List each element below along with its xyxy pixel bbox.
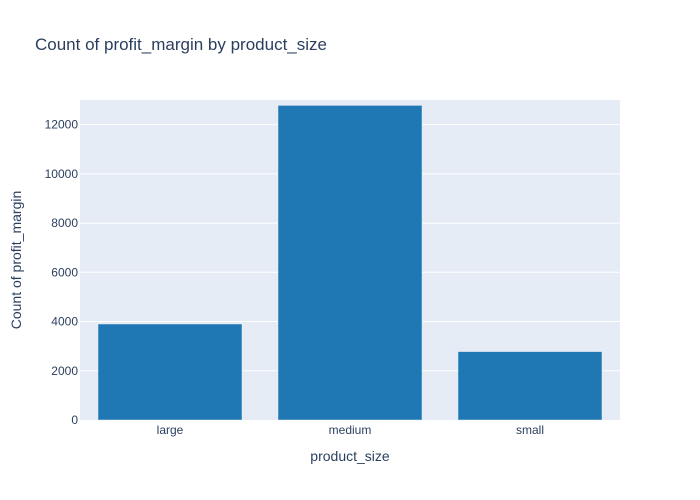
y-tick-label: 0	[71, 413, 78, 427]
bars	[97, 105, 603, 421]
x-axis-ticks: large medium small	[157, 423, 544, 437]
x-tick-label: medium	[329, 423, 372, 437]
y-tick-label: 2000	[51, 364, 78, 378]
y-tick-label: 12000	[45, 118, 79, 132]
x-tick-label: large	[157, 423, 184, 437]
y-axis-ticks: 0 2000 4000 6000 8000 10000 12000	[45, 118, 79, 427]
x-axis-label: product_size	[310, 448, 390, 464]
bar-medium[interactable]	[277, 105, 423, 421]
x-tick-label: small	[516, 423, 544, 437]
bar-large[interactable]	[97, 323, 243, 421]
y-tick-label: 8000	[51, 216, 78, 230]
bar-small[interactable]	[457, 351, 603, 421]
y-axis-label: Count of profit_margin	[8, 191, 24, 330]
y-tick-label: 6000	[51, 265, 78, 279]
y-tick-label: 10000	[45, 167, 79, 181]
y-tick-label: 4000	[51, 315, 78, 329]
chart-title: Count of profit_margin by product_size	[35, 35, 327, 54]
